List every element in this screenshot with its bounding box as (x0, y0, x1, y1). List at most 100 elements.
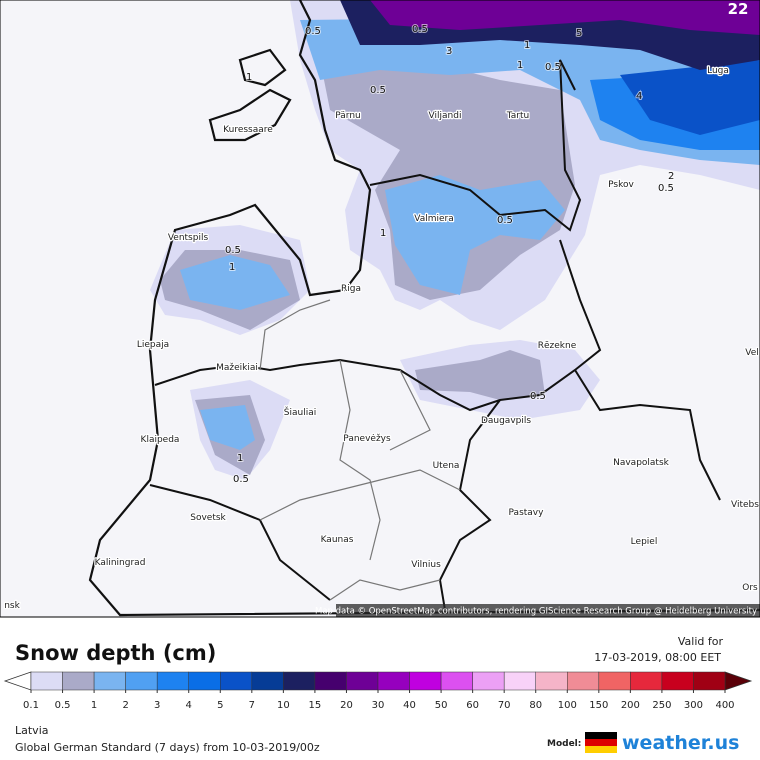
contour-label: 1 (517, 60, 523, 71)
legend-tick-label: 2 (122, 700, 128, 711)
city-label: Luga (707, 66, 729, 76)
contour-label: 0.5 (225, 245, 241, 256)
city-label: Vilnius (411, 560, 441, 570)
legend-tick-label: 80 (529, 700, 542, 711)
flag-stripe (585, 732, 617, 739)
legend-swatch (346, 671, 379, 691)
legend-tick-label: 30 (372, 700, 385, 711)
island (208, 88, 292, 142)
map-frame (0, 0, 760, 618)
legend-tick-label: 10 (277, 700, 290, 711)
legend-tick-label: 0.1 (23, 700, 39, 711)
city-label: Rēzekne (538, 341, 577, 351)
snow-field (370, 0, 760, 35)
legend-swatch (156, 671, 189, 691)
contour-labels: 0.5 0.5 1 0.5 1 1 0.5 4 2 0.5 0.5 1 0.5 … (224, 23, 675, 486)
city-label: Ventspils (168, 233, 209, 243)
island (238, 48, 287, 87)
legend-tick-label: 1 (91, 700, 97, 711)
legend-tick-label: 0.5 (55, 700, 71, 711)
attribution: Map data © OpenStreetMap contributors, r… (315, 607, 757, 617)
legend-swatch (377, 671, 410, 691)
legend-swatch (62, 671, 95, 691)
city-label: Lepiel (631, 537, 658, 547)
contour-label: 2 (668, 171, 674, 182)
city-label: Utena (433, 461, 460, 471)
contour-label: 0.5 (530, 391, 546, 402)
city-label: Pskov (608, 180, 634, 190)
attribution-bg (336, 604, 760, 617)
contour-label: 5 (576, 28, 582, 39)
legend-swatch (535, 671, 568, 691)
city-label: Panevėžys (343, 434, 391, 444)
legend: Snow depth (cm) 0.1 0.5 1 2 3 4 5 7 10 15 20 30 40 50… (3, 641, 753, 711)
legend-swatch (251, 671, 284, 691)
city-label: nsk (4, 601, 20, 611)
legend-swatch (220, 671, 253, 691)
city-label: Kaliningrad (95, 558, 146, 568)
city-label: Pastavy (509, 508, 545, 518)
city-label: Klaipeda (141, 435, 180, 445)
legend-tick-label: 100 (558, 700, 577, 711)
admin-line (259, 299, 461, 601)
city-label: Pärnu (335, 111, 361, 121)
contour-label: 1 (380, 228, 386, 239)
contour-label: 0.5 (305, 26, 321, 37)
contour-label: 0.5 (497, 215, 513, 226)
city-label: Vitebs (731, 500, 759, 510)
legend-tick-label: 400 (715, 700, 734, 711)
legend-tick-label: 200 (621, 700, 640, 711)
contour-label: 0.5 (370, 85, 386, 96)
legend-tick-label: 150 (589, 700, 608, 711)
contour-label: 4 (636, 91, 642, 102)
legend-swatch (30, 671, 63, 691)
flag-stripe (585, 739, 617, 746)
legend-under (3, 671, 32, 691)
contour-label: 0.5 (412, 24, 428, 35)
legend-swatch (409, 671, 442, 691)
city-labels: Kuressaare Pärnu Viljandi Tartu Luga Psk… (3, 65, 760, 613)
legend-tick-label: 15 (309, 700, 322, 711)
coastline (88, 0, 760, 617)
city-label: Viljandi (429, 111, 462, 121)
valid-label: Valid for (678, 635, 724, 648)
contour-label: 0.5 (658, 183, 674, 194)
legend-swatch (630, 671, 663, 691)
city-label: Sovetsk (190, 513, 226, 523)
legend-swatch (598, 671, 631, 691)
model-run: Global German Standard (7 days) from 10-… (15, 741, 320, 754)
city-label: Vel (745, 348, 759, 358)
legend-swatch (314, 671, 347, 691)
contour-label: 1 (246, 72, 252, 83)
map: Kuressaare Pärnu Viljandi Tartu Luga Psk… (0, 0, 760, 618)
legend-title: Snow depth (cm) (15, 641, 216, 665)
snow-field (620, 60, 760, 135)
contour-label: 1 (229, 262, 235, 273)
snow-field (200, 405, 255, 450)
legend-swatch (440, 671, 473, 691)
legend-tick-label: 300 (684, 700, 703, 711)
model-label: Model: (547, 739, 581, 749)
flag (585, 732, 617, 753)
legend-tick-label: 7 (249, 700, 255, 711)
legend-tick-label: 50 (435, 700, 448, 711)
brand: weather.us (622, 732, 739, 754)
city-label: Šiauliai (284, 406, 316, 418)
corner-label: 22 (728, 0, 749, 18)
city-label: Riga (341, 284, 361, 294)
flag-stripe (585, 746, 617, 753)
legend-swatch (567, 671, 600, 691)
contour-label: 0.5 (233, 474, 249, 485)
city-label: Kaunas (321, 535, 354, 545)
legend-tick-label: 70 (498, 700, 511, 711)
contour-label: 1 (237, 453, 243, 464)
legend-tick-label: 4 (186, 700, 192, 711)
legend-swatch (188, 671, 221, 691)
legend-swatch (661, 671, 694, 691)
contour-label: 0.5 (545, 62, 561, 73)
legend-swatch (93, 671, 126, 691)
legend-swatch (503, 671, 536, 691)
legend-over (724, 671, 753, 691)
